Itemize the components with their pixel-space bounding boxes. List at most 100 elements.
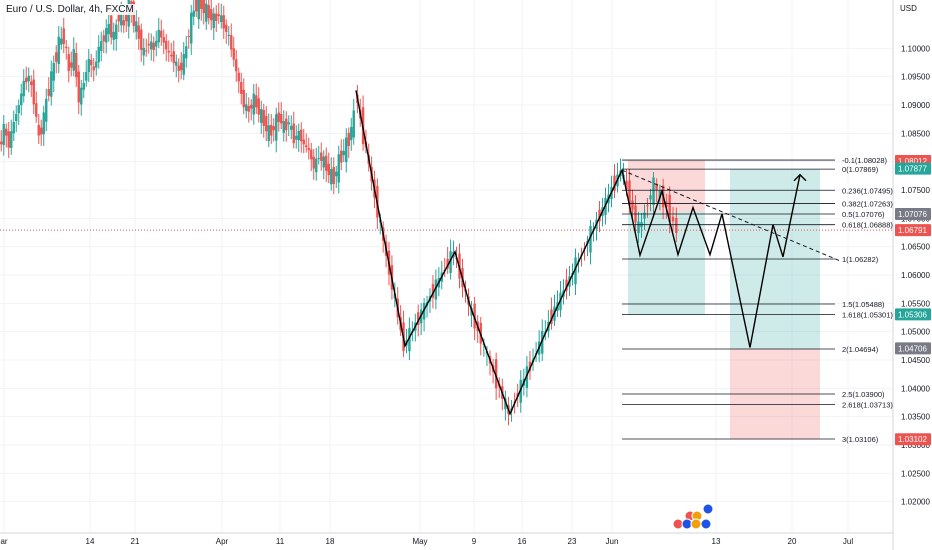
candle-body	[352, 110, 355, 138]
candle-body	[574, 257, 577, 285]
candle-body	[67, 54, 70, 71]
fib-level-label: 1.618(1.05301)	[842, 311, 893, 320]
candle-body	[494, 359, 498, 389]
price-tick-label: 1.06000	[901, 271, 930, 280]
price-tag-label: 1.04706	[898, 344, 927, 353]
price-tick-label: 1.03500	[901, 413, 930, 422]
candle-body	[207, 5, 210, 19]
pattern-path-line	[355, 90, 801, 416]
candle-body	[322, 156, 325, 168]
time-tick-label: 14	[86, 537, 95, 546]
candle-body	[434, 279, 438, 300]
fib-level-label: 2.618(1.03713)	[842, 401, 893, 410]
price-tag-label: 1.07877	[898, 165, 927, 174]
price-tag-bg	[895, 342, 931, 355]
candle-body	[35, 103, 38, 117]
candle-body	[675, 217, 678, 233]
candle-body	[15, 114, 18, 122]
candle-body	[82, 82, 85, 90]
candle-body	[200, 0, 203, 9]
candle-body	[417, 312, 420, 326]
candle-body	[665, 201, 668, 208]
candle-body	[330, 169, 333, 185]
fib-level-label: 1.5(1.05488)	[842, 300, 885, 309]
candle-body	[215, 13, 218, 21]
candle-body	[613, 175, 616, 191]
candle-body	[20, 93, 23, 106]
candle-body	[302, 139, 305, 145]
candle-body	[72, 49, 75, 71]
candle-body	[247, 106, 250, 112]
candle-body	[27, 75, 30, 82]
currency-label: USD	[900, 4, 917, 13]
candle-body	[242, 89, 245, 108]
dashed-trendline	[621, 169, 841, 262]
candle-body	[232, 48, 235, 60]
candle-body	[77, 71, 80, 103]
candle-body	[287, 122, 290, 125]
candle-body	[205, 3, 208, 22]
price-tag-bg	[895, 308, 931, 321]
chart-grid	[0, 0, 893, 533]
candle-body	[652, 177, 655, 205]
candle-body	[643, 212, 646, 219]
candle-body	[449, 251, 452, 273]
fib-level-label: 0.236(1.07495)	[842, 186, 893, 195]
time-tick-label: 16	[518, 537, 527, 546]
time-tick-label: 13	[712, 537, 721, 546]
fib-level-label: 3(1.03106)	[842, 435, 879, 444]
candle-body	[550, 309, 553, 324]
candle-body	[245, 104, 248, 111]
price-tick-label: 1.02000	[901, 498, 930, 507]
candle-body	[446, 258, 449, 269]
price-axis[interactable]: 1.100001.095001.090001.085001.080001.075…	[892, 0, 932, 550]
candle-body	[95, 61, 98, 68]
time-axis[interactable]: ar 14 21 Apr 11 18 May 9 16 23 Jun 13 20 Jul	[0, 532, 893, 546]
candle-body	[671, 216, 675, 222]
candle-body	[541, 330, 544, 354]
candle-body	[7, 131, 10, 148]
fib-level-label: 2(1.04694)	[842, 345, 879, 354]
chart-title: Euro / U.S. Dollar, 4h, FXCM	[4, 4, 136, 15]
candle-body	[345, 137, 348, 163]
candle-body	[25, 77, 28, 83]
candle-body	[5, 128, 8, 136]
candle-body	[282, 121, 285, 133]
candle-body	[87, 59, 90, 73]
price-tick-label: 1.05000	[901, 328, 930, 337]
economic-events-icons[interactable]	[672, 503, 714, 530]
candle-body	[327, 163, 330, 176]
candle-body	[2, 124, 5, 145]
candle-body	[473, 303, 476, 329]
candle-body	[598, 209, 601, 222]
fib-level-label: 0.382(1.07263)	[842, 199, 893, 208]
candle-body	[47, 89, 50, 96]
candle-body	[102, 35, 105, 42]
candle-body	[45, 98, 48, 122]
candle-body	[658, 190, 662, 199]
candle-body	[140, 29, 143, 50]
candle-body	[57, 36, 60, 65]
candle-body	[107, 23, 110, 35]
price-tag-label: 1.03102	[898, 435, 927, 444]
candle-body	[70, 62, 73, 68]
time-tick-label: May	[412, 537, 427, 546]
candle-body	[165, 40, 168, 50]
candle-body	[408, 328, 411, 352]
candle-body	[12, 121, 15, 134]
candle-body	[589, 225, 592, 253]
price-tick-label: 1.09000	[901, 101, 930, 110]
candle-body	[160, 30, 163, 38]
candle-body	[305, 145, 308, 148]
price-tag: 1.05306	[895, 308, 931, 321]
candle-body	[250, 104, 253, 109]
candle-body	[40, 127, 43, 135]
candle-body	[300, 129, 303, 142]
candle-body	[625, 180, 628, 190]
fibonacci-levels: -0.1(1.08028)0(1.07869) 0.236(1.07495) 0.3…	[622, 156, 893, 444]
candle-body	[97, 46, 100, 63]
candle-body	[150, 41, 153, 50]
candle-body	[182, 53, 185, 75]
price-tag-bg	[895, 433, 931, 446]
